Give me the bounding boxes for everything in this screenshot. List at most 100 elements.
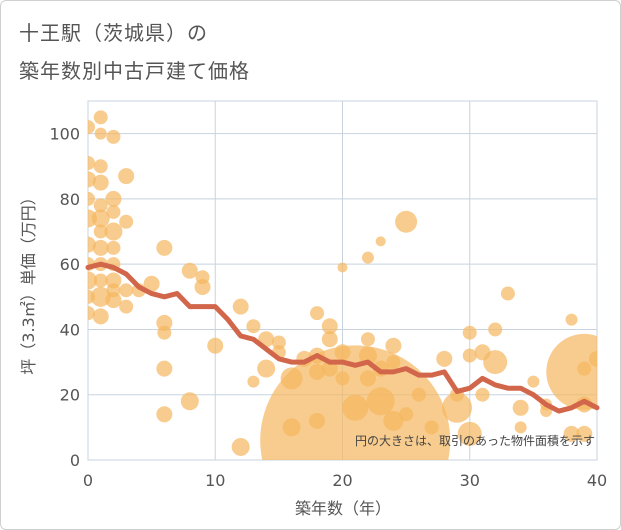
data-point (280, 367, 303, 390)
data-point (232, 298, 249, 315)
data-point (337, 262, 348, 273)
data-point (514, 421, 527, 434)
data-point (546, 333, 597, 410)
data-point (93, 159, 108, 174)
data-point (119, 283, 134, 298)
data-point (93, 198, 108, 213)
data-point (207, 337, 224, 354)
data-point (106, 283, 121, 298)
y-tick-label: 100 (49, 125, 80, 144)
data-point (93, 273, 108, 288)
data-point (119, 299, 134, 314)
data-point (527, 375, 540, 388)
data-point (105, 272, 122, 289)
data-point (195, 270, 210, 285)
data-point (563, 425, 580, 442)
data-point (119, 214, 134, 229)
x-tick-label: 40 (587, 471, 607, 490)
data-point (436, 350, 453, 367)
data-point (442, 392, 473, 423)
x-axis-ticks: 0 10 20 30 40 (83, 471, 607, 490)
data-point (309, 412, 326, 429)
data-point (577, 361, 592, 376)
data-point (424, 420, 439, 435)
data-point (386, 355, 401, 370)
y-tick-label: 20 (60, 386, 80, 405)
data-point (462, 348, 477, 363)
data-point (342, 394, 369, 421)
data-point (106, 204, 121, 219)
data-point (92, 174, 109, 191)
data-point (105, 292, 122, 309)
data-point (257, 359, 276, 378)
data-point (105, 190, 122, 207)
data-point (335, 371, 350, 386)
data-point (88, 271, 97, 290)
x-tick-label: 30 (460, 471, 480, 490)
data-point (360, 332, 375, 347)
data-point (93, 224, 108, 239)
data-point (104, 222, 123, 241)
data-point (475, 387, 490, 402)
chart-title-line1: 十王駅（茨城県）の (19, 21, 208, 45)
data-point (247, 375, 260, 388)
data-point (512, 399, 529, 416)
data-point (321, 318, 338, 335)
size-note: 円の大きさは、取引のあった物件面積を示す (355, 433, 595, 448)
x-tick-label: 0 (83, 471, 93, 490)
chart-title-line2: 築年数別中古戸建て価格 (19, 59, 250, 83)
data-point (88, 289, 95, 304)
data-point (385, 337, 402, 354)
data-point (395, 210, 418, 233)
x-tick-label: 10 (205, 471, 225, 490)
data-point (565, 313, 578, 326)
trend-line (85, 261, 600, 414)
data-point (143, 275, 160, 292)
data-point (156, 406, 173, 423)
y-axis-label: 坪（3.3㎡）単価（万円） (19, 189, 38, 374)
data-point (88, 191, 95, 206)
data-point (576, 425, 593, 442)
data-point (359, 370, 376, 387)
data-point (118, 168, 135, 185)
data-point (310, 306, 325, 321)
data-point (92, 239, 109, 256)
data-point (88, 120, 95, 135)
data-point (500, 286, 515, 301)
data-point (157, 325, 172, 340)
data-point (282, 418, 301, 437)
y-tick-label: 40 (60, 320, 80, 339)
y-axis-ticks: 0 20 40 60 80 100 (49, 125, 80, 470)
data-point (358, 346, 377, 365)
data-point (180, 392, 199, 411)
data-point (88, 156, 95, 171)
data-point (366, 387, 395, 416)
data-point (309, 363, 326, 380)
data-point (91, 209, 110, 228)
data-point (361, 251, 374, 264)
data-point (457, 421, 482, 446)
y-tick-label: 0 (70, 451, 80, 470)
data-point (321, 360, 338, 377)
data-point (156, 360, 173, 377)
data-point (231, 437, 250, 456)
data-point (589, 350, 597, 367)
data-point (94, 127, 107, 140)
data-point (383, 410, 404, 431)
data-point (156, 239, 173, 256)
data-point (181, 262, 198, 279)
data-point (194, 279, 211, 296)
data-point (321, 331, 338, 348)
data-point (334, 344, 351, 361)
data-point (246, 319, 261, 334)
data-point (488, 322, 503, 337)
data-point (271, 335, 286, 350)
x-axis-label: 築年数（年） (295, 499, 391, 518)
data-point (93, 110, 108, 125)
x-tick-label: 20 (332, 471, 352, 490)
data-point (462, 325, 477, 340)
data-point (88, 306, 95, 321)
data-point (106, 129, 121, 144)
data-point (375, 236, 386, 247)
